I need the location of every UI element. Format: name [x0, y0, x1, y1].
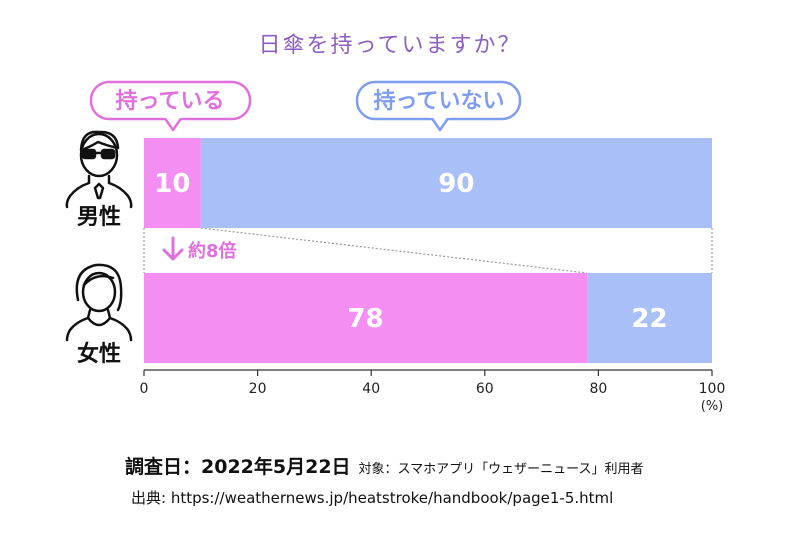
bar-male-not-have	[200, 138, 713, 228]
x-tick-label: 20	[249, 381, 267, 397]
legend-bubble-have: 持っている	[89, 80, 252, 132]
legend-label-not-have: 持っていない	[374, 89, 505, 114]
category-label-female: 女性	[77, 341, 121, 367]
woman-icon	[65, 263, 133, 342]
bar-female-not-have	[587, 273, 712, 363]
survey-target: 対象：スマホアプリ「ウェザーニュース」利用者	[358, 462, 644, 477]
x-tick-label: 0	[140, 381, 149, 397]
legend-label-have: 持っている	[116, 89, 225, 114]
data-label-female-have: 78	[347, 304, 383, 334]
data-label-female-not-have: 22	[631, 304, 667, 334]
chart-title: 日傘を持っていますか？	[259, 33, 522, 58]
connector-diagonal	[200, 227, 588, 274]
x-tick-label: 80	[589, 381, 607, 397]
source-citation: 出典: https://weathernews.jp/heatstroke/ha…	[131, 489, 614, 507]
survey-info: 調査日：2022年5月22日 対象：スマホアプリ「ウェザーニュース」利用者	[125, 452, 644, 479]
x-tick-label: 100	[699, 381, 726, 397]
data-label-male-have: 10	[154, 169, 190, 199]
bar-male-have	[144, 138, 201, 228]
ratio-label: 約8倍	[188, 240, 237, 262]
man-with-glasses-icon	[65, 130, 133, 209]
x-tick-label: 60	[476, 381, 494, 397]
legend-bubble-not-have: 持っていない	[355, 80, 522, 132]
comparison-connector	[143, 227, 713, 274]
bar-female-have	[144, 273, 588, 363]
x-axis: 0 20 40 60 80 100 (%)	[140, 369, 726, 414]
chart: 日傘を持っていますか？ 持っている 持っていない 約8倍 10 90 78 22 0 2…	[65, 33, 726, 414]
survey-date: 調査日：2022年5月22日	[125, 456, 351, 478]
category-label-male: 男性	[77, 205, 121, 230]
x-axis-unit: (%)	[701, 399, 724, 414]
bars: 10 90 78 22	[144, 138, 713, 363]
down-arrow-icon	[162, 236, 184, 261]
data-label-male-not-have: 90	[438, 169, 474, 199]
x-tick-label: 40	[362, 381, 380, 397]
ratio-annotation: 約8倍	[162, 236, 237, 262]
